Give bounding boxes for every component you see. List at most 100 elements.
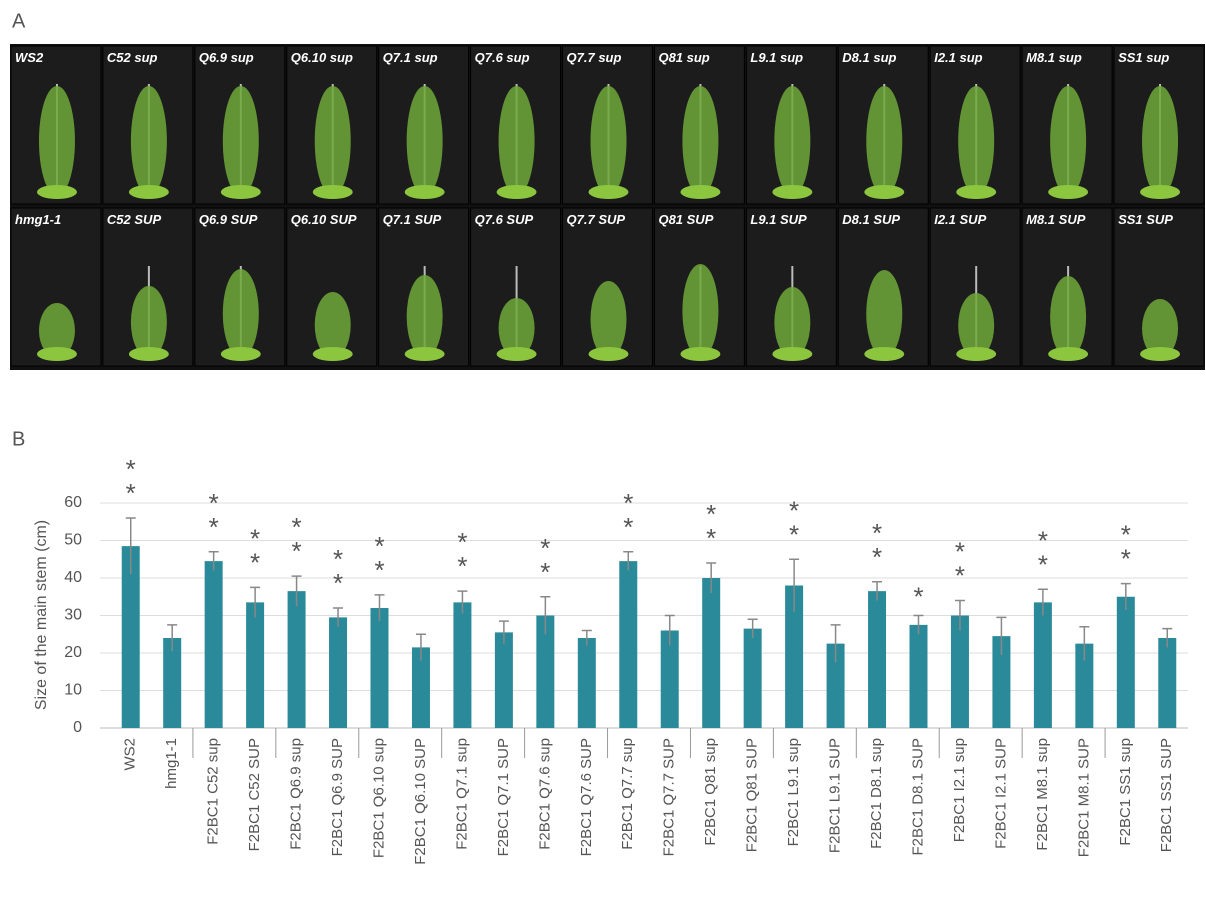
panel-label: A: [12, 10, 26, 32]
significance: **: [613, 488, 643, 536]
plant: [39, 86, 75, 196]
photo-label: SS1 SUP: [1118, 212, 1173, 227]
bar: [868, 591, 886, 728]
significance: **: [862, 518, 892, 566]
significance: **: [530, 533, 560, 581]
significance: **: [1028, 525, 1058, 573]
photo-label: L9.1 sup: [750, 50, 803, 65]
y-tick-label: 20: [64, 644, 82, 661]
x-tick-label: F2BC1 I2.1 sup: [951, 738, 968, 842]
photo-label: Q81 SUP: [658, 212, 713, 227]
bar: [329, 617, 347, 728]
rosette: [772, 185, 812, 199]
plant: [1050, 276, 1086, 358]
photo-label: Q6.10 SUP: [291, 212, 357, 227]
x-tick-label: F2BC1 Q7.6 SUP: [578, 738, 595, 856]
x-tick-label: F2BC1 Q7.1 sup: [453, 738, 470, 850]
x-tick-label: F2BC1 D8.1 sup: [868, 738, 885, 849]
bar: [205, 561, 223, 728]
rosette: [1048, 185, 1088, 199]
significance: **: [696, 499, 726, 547]
photo-label: M8.1 SUP: [1026, 212, 1086, 227]
x-tick-label: F2BC1 Q7.7 sup: [619, 738, 636, 850]
plant: [315, 86, 351, 196]
x-tick-label: F2BC1 Q81 sup: [702, 738, 719, 846]
x-tick-label: F2BC1 I2.1 SUP: [992, 738, 1009, 849]
x-tick-label: F2BC1 Q7.1 SUP: [495, 738, 512, 856]
rosette: [405, 347, 445, 361]
rosette: [772, 347, 812, 361]
panel-label: B: [12, 428, 25, 450]
significance: *: [904, 582, 934, 606]
plant: [407, 86, 443, 196]
photo-label: M8.1 sup: [1026, 50, 1082, 65]
x-tick-label: F2BC1 SS1 SUP: [1158, 738, 1175, 852]
rosette: [956, 347, 996, 361]
rosette: [129, 185, 169, 199]
rosette: [221, 185, 261, 199]
plant: [223, 269, 259, 358]
plant: [407, 275, 443, 358]
rosette: [589, 347, 629, 361]
x-tick-label: F2BC1 D8.1 SUP: [909, 738, 926, 856]
photo-label: Q7.1 SUP: [383, 212, 442, 227]
significance: **: [116, 454, 146, 502]
plant: [223, 86, 259, 196]
rosette: [221, 347, 261, 361]
x-tick-label: F2BC1 SS1 sup: [1117, 738, 1134, 846]
photo-label: Q7.6 sup: [475, 50, 530, 65]
y-tick-label: 0: [73, 719, 82, 736]
photo-label: WS2: [15, 50, 44, 65]
rosette: [864, 185, 904, 199]
plant: [591, 281, 627, 358]
photo-label: Q6.10 sup: [291, 50, 353, 65]
photo-label: hmg1-1: [15, 212, 61, 227]
rosette: [129, 347, 169, 361]
y-tick-label: 30: [64, 607, 82, 624]
photo-label: I2.1 SUP: [934, 212, 986, 227]
x-tick-label: F2BC1 Q7.7 SUP: [661, 738, 678, 856]
rosette: [1140, 347, 1180, 361]
rosette: [1048, 347, 1088, 361]
bar: [288, 591, 306, 728]
plant: [1050, 86, 1086, 196]
plant: [131, 86, 167, 196]
rosette: [497, 347, 537, 361]
y-tick-label: 50: [64, 532, 82, 549]
x-tick-label: WS2: [122, 738, 139, 771]
significance: **: [199, 488, 229, 536]
bar: [910, 625, 928, 728]
rosette: [680, 185, 720, 199]
photo-label: D8.1 SUP: [842, 212, 900, 227]
photo-label: Q7.7 sup: [567, 50, 622, 65]
x-tick-label: F2BC1 C52 sup: [205, 738, 222, 845]
plant: [1142, 86, 1178, 196]
photo-label: Q7.7 SUP: [567, 212, 626, 227]
rosette: [313, 185, 353, 199]
bar: [371, 608, 389, 728]
photo-label: Q7.1 sup: [383, 50, 438, 65]
rosette: [405, 185, 445, 199]
x-tick-label: F2BC1 Q6.9 SUP: [329, 738, 346, 856]
rosette: [497, 185, 537, 199]
significance: **: [240, 523, 270, 571]
photo-label: L9.1 SUP: [750, 212, 807, 227]
bar: [163, 638, 181, 728]
plant: [958, 86, 994, 196]
photo-label: Q7.6 SUP: [475, 212, 534, 227]
x-tick-label: hmg1-1: [163, 738, 180, 789]
rosette: [313, 347, 353, 361]
y-tick-label: 60: [64, 494, 82, 511]
x-tick-label: F2BC1 M8.1 sup: [1034, 738, 1051, 851]
figure: A WS2C52 supQ6.9 supQ6.10 supQ7.1 supQ7.…: [0, 0, 1206, 899]
significance: **: [779, 495, 809, 543]
photo-label: I2.1 sup: [934, 50, 982, 65]
x-tick-label: F2BC1 Q81 SUP: [744, 738, 761, 852]
bar: [246, 602, 264, 728]
x-tick-label: F2BC1 Q6.9 sup: [288, 738, 305, 850]
x-tick-label: F2BC1 L9.1 SUP: [827, 738, 844, 853]
bar: [578, 638, 596, 728]
plant: [866, 86, 902, 196]
bar: [1158, 638, 1176, 728]
